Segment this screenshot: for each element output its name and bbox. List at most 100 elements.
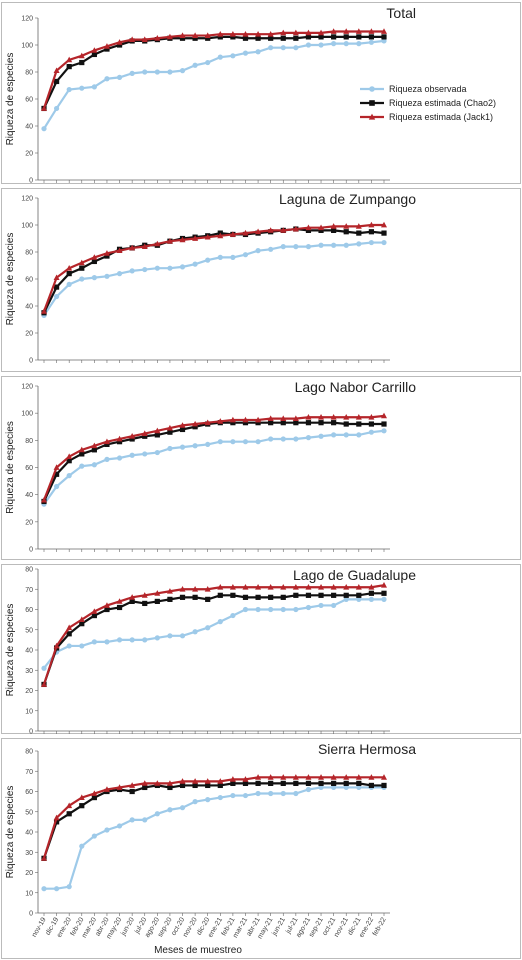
data-point [116,598,123,604]
data-point [204,778,211,784]
data-point [242,594,249,600]
data-point [356,592,362,598]
y-tick-label: 0 [29,547,33,554]
data-point [292,415,299,421]
data-point [91,84,97,90]
data-point [129,70,135,76]
series-line [43,241,384,317]
y-tick-label: 100 [21,223,33,230]
data-point [343,414,350,420]
data-point [179,236,186,243]
data-point [217,418,224,424]
data-point [330,774,337,780]
data-point [104,827,110,833]
data-point [217,619,223,625]
data-point [192,32,199,38]
panel-title: Lago Nabor Carrillo [295,379,417,395]
data-point [79,843,85,849]
data-point [179,444,186,450]
legend: Riqueza observada Riqueza estimada (Chao2… [360,84,496,122]
data-point [242,606,249,613]
y-tick-label: 80 [25,567,33,574]
data-point [318,242,324,248]
data-point [142,817,148,823]
series-square-2 [41,226,387,316]
data-point [91,47,98,53]
data-point [268,790,274,797]
legend-label: Riqueza estimada (Chao2) [389,98,496,108]
data-point [167,633,173,639]
data-point [179,32,186,38]
y-tick-label: 20 [25,870,33,877]
data-point [154,427,161,434]
data-point [368,429,375,435]
y-tick-label: 40 [25,648,33,655]
data-point [318,420,324,426]
data-point [230,612,236,619]
data-point [217,782,223,789]
legend-marker [368,113,376,120]
data-point [217,34,223,40]
data-point [242,50,249,56]
data-point [78,616,85,623]
data-point [318,227,324,233]
y-tick-label: 30 [25,668,33,675]
data-point [293,436,299,442]
data-point [116,42,123,48]
data-point [179,778,186,784]
data-point [343,784,349,791]
data-point [355,223,362,229]
data-point [91,258,97,265]
data-point [356,780,362,786]
data-point [305,584,312,590]
data-point [53,819,60,825]
data-point [280,244,286,250]
x-tick-label: nov-19 [31,916,48,938]
data-point [53,642,60,649]
data-point [217,778,224,784]
data-point [79,463,85,469]
panel-title: Sierra Hermosa [318,741,416,757]
data-point [79,265,85,271]
data-point [79,803,85,809]
series-line [42,776,384,859]
data-point [167,429,173,435]
data-point [242,792,249,799]
data-point [343,41,349,47]
series-line [44,786,384,890]
data-point [129,452,135,458]
data-point [305,774,312,780]
y-tick-label: 0 [29,178,33,185]
data-point [166,424,173,431]
data-point [53,483,60,490]
data-point [217,31,224,37]
data-point [41,681,47,687]
data-point [318,602,324,609]
data-point [104,46,110,52]
data-point [255,774,262,780]
data-point [167,445,173,452]
data-point [179,426,186,433]
data-point [368,421,375,427]
data-point [318,774,325,780]
data-point [381,38,387,44]
data-point [280,780,286,786]
y-tick-label: 50 [25,627,33,634]
data-point [280,45,286,51]
data-point [318,584,325,590]
data-point [66,271,72,277]
data-point [116,435,123,442]
data-point [229,416,236,423]
legend-item: Riqueza observada [360,84,467,94]
data-point [154,598,160,604]
series-triangle-3 [41,582,387,687]
y-tick-label: 0 [29,729,33,736]
panel-frame [1,188,521,372]
y-tick-label: 40 [25,124,33,131]
series-line [43,35,384,109]
y-tick-label: 0 [29,911,33,918]
data-point [280,594,286,600]
data-point [66,473,72,479]
data-point [167,784,173,791]
data-point [91,254,98,260]
